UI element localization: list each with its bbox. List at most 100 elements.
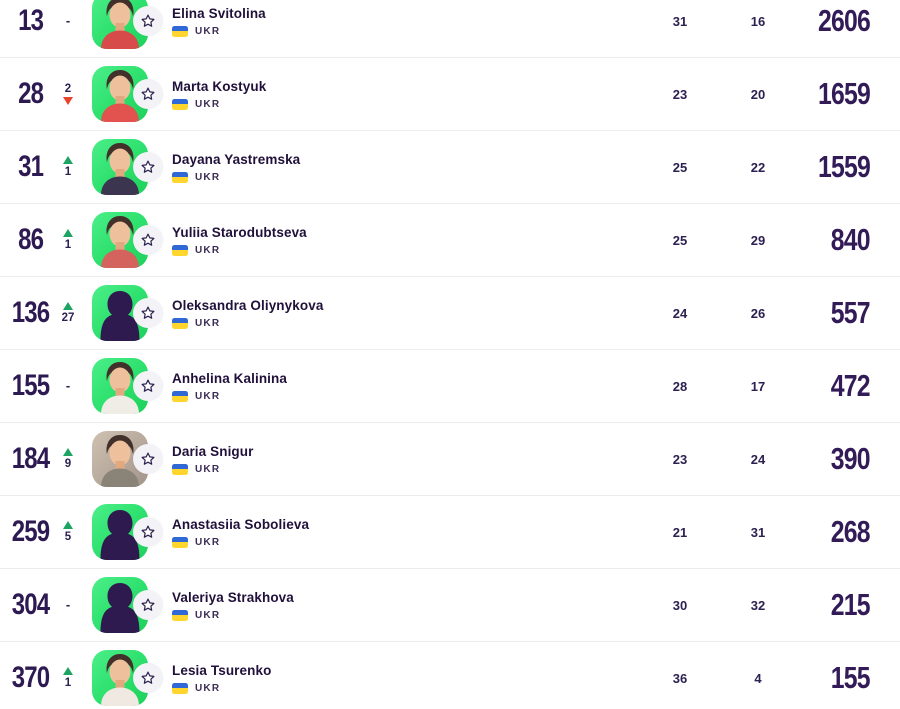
ranking-row[interactable]: 370 1 - xyxy=(0,642,900,709)
favorite-star-button[interactable] xyxy=(133,663,163,693)
country-code: UKR xyxy=(195,244,221,256)
country-row: UKR xyxy=(172,171,472,183)
points-value: 840 xyxy=(831,222,871,257)
points-cell: 2606 xyxy=(778,3,871,39)
rank-movement: 2 - xyxy=(56,13,80,28)
rank-cell: 259 xyxy=(6,515,56,549)
player-avatar xyxy=(92,0,163,49)
rank-movement: 2 - xyxy=(56,83,80,106)
ranking-row[interactable]: 31 1 - xyxy=(0,131,900,204)
rank-cell: 13 xyxy=(6,4,56,38)
player-avatar xyxy=(92,431,163,487)
player-name[interactable]: Elina Svitolina xyxy=(172,5,266,21)
player-info: Yuliia Starodubtseva UKR xyxy=(172,225,472,256)
rank-movement: 1 - xyxy=(56,228,80,252)
rank-movement: 5 - xyxy=(56,520,80,544)
age-value: 31 xyxy=(672,13,688,29)
player-info: Anastasiia Sobolieva UKR xyxy=(172,517,472,548)
favorite-star-button[interactable] xyxy=(133,517,163,547)
points-cell: 1659 xyxy=(778,76,871,112)
player-avatar xyxy=(92,650,163,706)
player-name[interactable]: Oleksandra Oliynykova xyxy=(172,297,324,313)
age-value: 23 xyxy=(672,86,688,102)
ranking-row[interactable]: 13 2 - xyxy=(0,0,900,58)
country-code: UKR xyxy=(195,25,221,37)
up-triangle-icon xyxy=(63,666,73,675)
country-row: UKR xyxy=(172,317,472,329)
age-value: 25 xyxy=(672,159,688,175)
points-cell: 155 xyxy=(778,660,871,696)
rank-cell: 28 xyxy=(6,77,56,111)
tournaments-value: 31 xyxy=(750,524,766,540)
ranking-row[interactable]: 28 2 - xyxy=(0,58,900,131)
points-cell: 390 xyxy=(778,441,871,477)
rank-cell: 184 xyxy=(6,442,56,476)
player-name[interactable]: Yuliia Starodubtseva xyxy=(172,224,307,240)
player-name[interactable]: Lesia Tsurenko xyxy=(172,662,272,678)
rank-cell: 31 xyxy=(6,150,56,184)
up-triangle-icon xyxy=(63,520,73,529)
player-name[interactable]: Valeriya Strakhova xyxy=(172,589,294,605)
player-name[interactable]: Anhelina Kalinina xyxy=(172,370,287,386)
favorite-star-button[interactable] xyxy=(133,79,163,109)
tournaments-value: 32 xyxy=(750,597,766,613)
points-cell: 472 xyxy=(778,368,871,404)
tournaments-value: 24 xyxy=(750,451,766,467)
player-avatar xyxy=(92,577,163,633)
down-triangle-icon xyxy=(63,97,73,106)
player-photo xyxy=(92,577,148,633)
points-value: 215 xyxy=(831,587,871,622)
player-avatar xyxy=(92,285,163,341)
movement-value: 27 xyxy=(61,311,75,324)
movement-value: 2 xyxy=(64,82,72,95)
ukraine-flag-icon xyxy=(172,609,188,621)
rank-movement: 1 - xyxy=(56,666,80,690)
country-code: UKR xyxy=(195,98,221,110)
ranking-row[interactable]: 86 1 - xyxy=(0,204,900,277)
favorite-star-button[interactable] xyxy=(133,152,163,182)
favorite-star-button[interactable] xyxy=(133,590,163,620)
ukraine-flag-icon xyxy=(172,98,188,110)
favorite-star-button[interactable] xyxy=(133,444,163,474)
tournaments-value: 4 xyxy=(754,670,762,686)
favorite-star-button[interactable] xyxy=(133,298,163,328)
ranking-row[interactable]: 259 5 - xyxy=(0,496,900,569)
player-name[interactable]: Marta Kostyuk xyxy=(172,78,267,94)
no-change-dash: - xyxy=(65,377,71,393)
ranking-row[interactable]: 304 - xyxy=(0,569,900,642)
ranking-row[interactable]: 155 - xyxy=(0,350,900,423)
points-cell: 840 xyxy=(778,222,871,258)
player-name[interactable]: Dayana Yastremska xyxy=(172,151,301,167)
player-info: Lesia Tsurenko UKR xyxy=(172,663,472,694)
points-value: 1559 xyxy=(818,149,871,184)
points-cell: 215 xyxy=(778,587,871,623)
favorite-star-button[interactable] xyxy=(133,225,163,255)
ranking-row[interactable]: 184 9 - xyxy=(0,423,900,496)
ranking-row[interactable]: 136 27 - xyxy=(0,277,900,350)
ukraine-flag-icon xyxy=(172,25,188,37)
country-row: UKR xyxy=(172,536,472,548)
movement-value: 1 xyxy=(64,676,72,689)
player-info: Daria Snigur UKR xyxy=(172,444,472,475)
rank-cell: 304 xyxy=(6,588,56,622)
rank-cell: 86 xyxy=(6,223,56,257)
player-name[interactable]: Anastasiia Sobolieva xyxy=(172,516,310,532)
ukraine-flag-icon xyxy=(172,171,188,183)
player-name[interactable]: Daria Snigur xyxy=(172,443,254,459)
rank-number: 370 xyxy=(12,661,50,694)
country-row: UKR xyxy=(172,609,472,621)
movement-value: 1 xyxy=(64,238,72,251)
movement-value: 9 xyxy=(64,457,72,470)
favorite-star-button[interactable] xyxy=(133,6,163,36)
ukraine-flag-icon xyxy=(172,463,188,475)
no-change-dash: - xyxy=(65,596,71,612)
country-code: UKR xyxy=(195,171,221,183)
tournaments-value: 29 xyxy=(750,232,766,248)
country-row: UKR xyxy=(172,244,472,256)
ukraine-flag-icon xyxy=(172,390,188,402)
favorite-star-button[interactable] xyxy=(133,371,163,401)
rank-cell: 370 xyxy=(6,661,56,695)
rank-number: 136 xyxy=(12,296,50,329)
age-value: 23 xyxy=(672,451,688,467)
player-info: Marta Kostyuk UKR xyxy=(172,79,472,110)
